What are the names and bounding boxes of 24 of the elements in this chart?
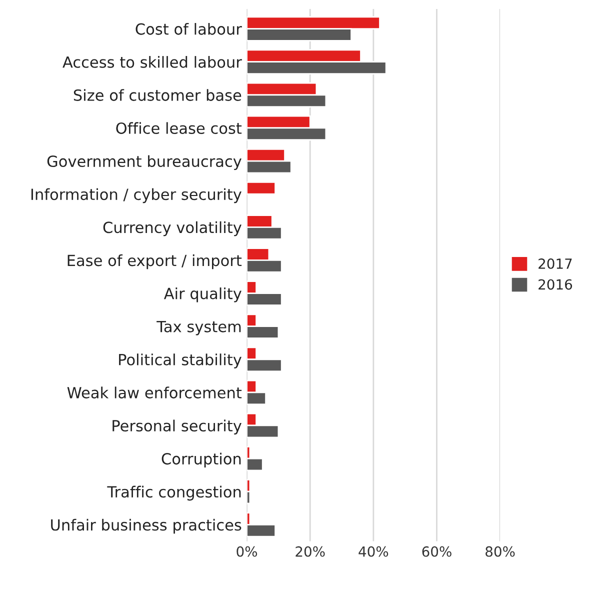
- y-tick-label: Access to skilled labour: [62, 56, 242, 68]
- y-tick-label: Weak law enforcement: [67, 386, 242, 398]
- y-tick-label: Ease of export / import: [68, 254, 242, 270]
- y-tick-label: Tax system: [156, 320, 241, 336]
- x-tick-label: 0%: [236, 546, 258, 557]
- bar: [246, 181, 276, 195]
- x-tick-label: 40%: [358, 546, 388, 557]
- legend-label: 2016: [538, 279, 572, 290]
- y-tick-label: Information / cyber security: [31, 188, 242, 204]
- y-tick-label: Air quality: [164, 287, 242, 302]
- y-tick-label: Personal security: [112, 420, 242, 434]
- x-tick-label: 80%: [486, 546, 515, 557]
- x-tick-label: 20%: [296, 546, 325, 557]
- y-tick-label: Size of customer base: [74, 89, 242, 101]
- y-tick-label: Corruption: [162, 452, 241, 468]
- y-tick-label: Office lease cost: [116, 122, 242, 134]
- y-tick-label: Cost of labour: [136, 23, 242, 35]
- x-tick-label: 60%: [422, 546, 452, 557]
- y-tick-label: Political stability: [119, 354, 242, 368]
- y-tick-label: Traffic congestion: [107, 486, 241, 501]
- y-tick-label: Unfair business practices: [51, 518, 242, 534]
- y-tick-label: Currency volatility: [103, 221, 242, 236]
- legend-label: 2017: [538, 258, 572, 269]
- y-tick-label: Government bureaucracy: [47, 155, 242, 170]
